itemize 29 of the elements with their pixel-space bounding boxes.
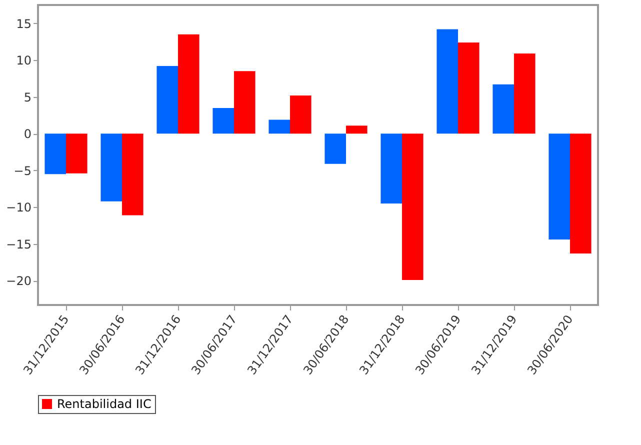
bar <box>548 134 570 240</box>
bar <box>570 134 592 254</box>
bar <box>100 134 122 202</box>
y-tick-label: 5 <box>24 90 32 104</box>
bar <box>156 66 178 134</box>
bar <box>66 134 88 174</box>
bar <box>436 29 458 134</box>
bar <box>458 42 480 134</box>
bar <box>290 95 312 134</box>
bar <box>268 120 290 134</box>
bar <box>234 71 256 134</box>
bar <box>44 134 66 174</box>
bar <box>122 134 144 216</box>
legend-label: Rentabilidad IIC <box>57 397 152 411</box>
bar <box>492 84 514 134</box>
bar <box>178 34 200 134</box>
y-tick-label: 10 <box>16 54 32 68</box>
y-tick-label: −15 <box>6 237 32 252</box>
bar <box>380 134 402 204</box>
bar <box>212 108 234 134</box>
y-tick-label: −20 <box>6 274 32 288</box>
y-tick-label: −5 <box>14 164 32 178</box>
y-tick-label: −10 <box>6 200 32 215</box>
bar <box>324 134 346 164</box>
y-tick-label: 15 <box>16 16 32 31</box>
bar <box>346 126 368 134</box>
bar <box>402 134 424 280</box>
y-tick-label: 0 <box>24 127 32 142</box>
bar <box>514 54 536 134</box>
